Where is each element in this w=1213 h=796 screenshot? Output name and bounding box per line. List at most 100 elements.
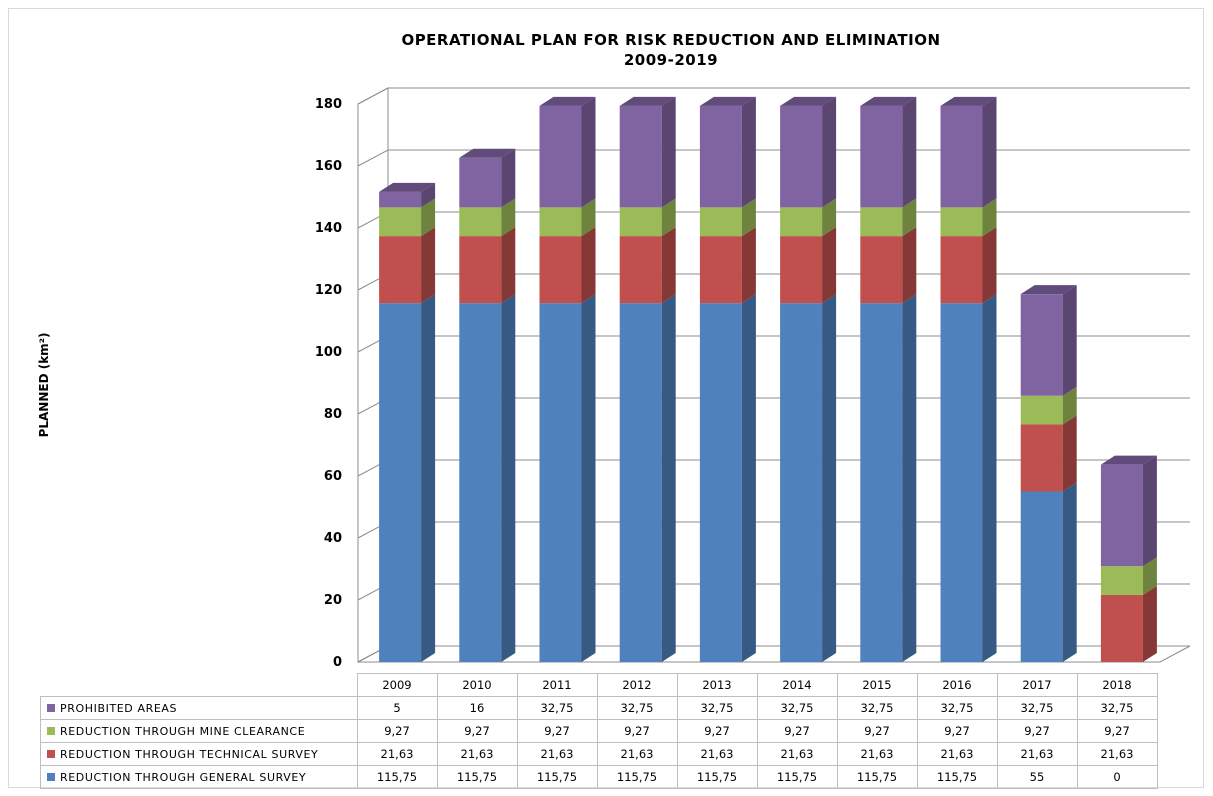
bar-segment xyxy=(780,303,823,662)
bar-segment xyxy=(699,236,742,304)
chart-subtitle: 2009-2019 xyxy=(623,51,719,69)
data-label: 115,75 xyxy=(356,765,438,789)
data-label: 32,75 xyxy=(676,696,758,720)
bar-segment-side xyxy=(501,148,516,208)
bar-segment-side xyxy=(1142,585,1157,662)
bar-segment xyxy=(860,303,903,662)
bar-segment-side xyxy=(902,294,917,662)
table-row: REDUCTION THROUGH MINE CLEARANCE 9,27 9,27… xyxy=(40,719,1158,743)
data-label: 21,63 xyxy=(436,742,518,766)
bar-top xyxy=(459,148,516,158)
bar-segment xyxy=(940,236,983,304)
y-tick-label: 180 xyxy=(315,97,342,112)
bar-segment-side xyxy=(1062,482,1077,662)
bar-segment xyxy=(699,105,742,208)
data-label: 115,75 xyxy=(756,765,838,789)
bar-segment xyxy=(940,303,983,662)
y-tick-label: 100 xyxy=(315,345,342,360)
bar-segment-side xyxy=(661,96,676,208)
bar-segment xyxy=(619,303,662,662)
data-label: 32,75 xyxy=(916,696,998,720)
bar-segment-side xyxy=(741,294,756,662)
bar-segment xyxy=(379,191,422,208)
data-label: 9,27 xyxy=(916,719,998,743)
bar-segment-side xyxy=(1142,557,1157,595)
data-label: 32,75 xyxy=(836,696,918,720)
bar-segment-side xyxy=(421,294,436,662)
x-tick-label: 2017 xyxy=(996,673,1078,697)
bar-segment-side xyxy=(982,227,997,304)
bar-top xyxy=(860,96,917,106)
data-label: 115,75 xyxy=(916,765,998,789)
y-tick-label: 0 xyxy=(333,655,342,670)
data-label: 21,63 xyxy=(1076,742,1158,766)
legend-key-icon xyxy=(47,772,55,781)
bar-segment xyxy=(1020,424,1063,492)
data-label: 21,63 xyxy=(596,742,678,766)
bar-segment xyxy=(1020,395,1063,425)
data-label: 16 xyxy=(436,696,518,720)
data-label: 32,75 xyxy=(516,696,598,720)
bar-top xyxy=(699,96,756,106)
bar-segment-side xyxy=(421,227,436,304)
bar-segment-side xyxy=(822,227,837,304)
data-label: 115,75 xyxy=(836,765,918,789)
bar-segment-side xyxy=(902,227,917,304)
legend-entry: PROHIBITED AREAS xyxy=(40,696,358,720)
data-label: 9,27 xyxy=(996,719,1078,743)
data-label: 9,27 xyxy=(516,719,598,743)
chart-plot: 0 20 40 60 80 100 120 140 160 180 xyxy=(315,87,1191,670)
bar-segment-side xyxy=(822,294,837,662)
bar-segment-side xyxy=(822,96,837,208)
y-tick-label: 20 xyxy=(324,593,342,608)
data-label: 115,75 xyxy=(436,765,518,789)
x-tick-label: 2018 xyxy=(1076,673,1158,697)
bar-top xyxy=(539,96,596,106)
data-table: 2009 2010 2011 2012 2013 2014 2015 2016 2017 2018… xyxy=(40,673,1158,789)
y-tick-label: 160 xyxy=(315,159,342,174)
bar-segment-side xyxy=(581,96,596,208)
bar-segment-side xyxy=(501,294,516,662)
bar-segment xyxy=(379,236,422,304)
bar-segment xyxy=(1100,566,1143,595)
bar-segment xyxy=(940,207,983,237)
y-tick-label: 80 xyxy=(324,407,342,422)
bar-segment-side xyxy=(741,96,756,208)
bar-segment xyxy=(459,303,502,662)
bar-segment xyxy=(379,303,422,662)
bar-segment xyxy=(780,236,823,304)
y-tick-label: 120 xyxy=(315,283,342,298)
gridline xyxy=(357,87,1190,105)
table-row: REDUCTION THROUGH TECHNICAL SURVEY 21,63 2… xyxy=(40,742,1158,766)
data-label: 21,63 xyxy=(756,742,838,766)
data-table-corner xyxy=(40,673,358,697)
bar-segment-side xyxy=(982,294,997,662)
bar-segment xyxy=(539,207,582,237)
bar-segment xyxy=(1020,491,1063,662)
bar-segment xyxy=(539,105,582,208)
data-label: 9,27 xyxy=(436,719,518,743)
data-label: 9,27 xyxy=(1076,719,1158,743)
bar-top xyxy=(379,182,436,192)
x-tick-label: 2010 xyxy=(436,673,518,697)
bar-segment-side xyxy=(421,198,436,237)
bar-segment xyxy=(619,236,662,304)
y-tick-label: 60 xyxy=(324,469,342,484)
y-tick-label: 40 xyxy=(324,531,342,546)
legend-entry: REDUCTION THROUGH MINE CLEARANCE xyxy=(40,719,358,743)
bar-segment xyxy=(860,236,903,304)
legend-key-icon xyxy=(47,703,55,712)
data-label: 115,75 xyxy=(676,765,758,789)
data-label: 55 xyxy=(996,765,1078,789)
bar-segment xyxy=(780,105,823,208)
bar-segment xyxy=(940,105,983,208)
x-tick-label: 2016 xyxy=(916,673,998,697)
bar-segment xyxy=(860,105,903,208)
bar-segment xyxy=(539,303,582,662)
data-label: 21,63 xyxy=(836,742,918,766)
data-label: 21,63 xyxy=(516,742,598,766)
bar-segment-side xyxy=(1062,285,1077,396)
data-label: 21,63 xyxy=(676,742,758,766)
data-label: 21,63 xyxy=(996,742,1078,766)
bar-segment-side xyxy=(1062,415,1077,492)
